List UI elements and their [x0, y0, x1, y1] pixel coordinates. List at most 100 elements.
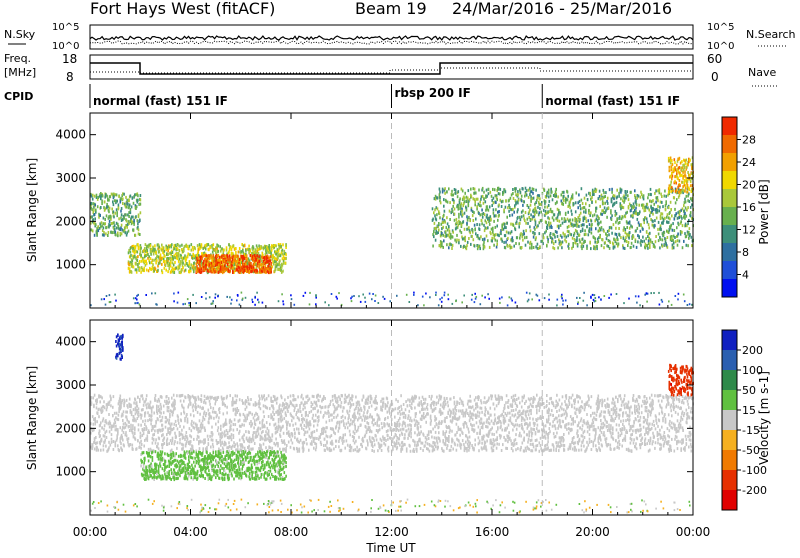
heatmap-cell	[139, 260, 141, 263]
heatmap-cell	[120, 210, 122, 213]
heatmap-cell	[99, 429, 101, 432]
heatmap-cell	[173, 293, 175, 295]
heatmap-cell	[669, 211, 671, 214]
heatmap-cell	[608, 229, 610, 232]
heatmap-cell	[103, 217, 105, 220]
heatmap-cell	[152, 266, 154, 269]
heatmap-cell	[93, 209, 95, 212]
heatmap-cell	[566, 240, 568, 243]
heatmap-cell	[196, 438, 198, 441]
heatmap-cell	[575, 201, 577, 204]
heatmap-cell	[638, 295, 640, 297]
heatmap-cell	[566, 236, 568, 239]
heatmap-cell	[515, 302, 517, 304]
heatmap-cell	[94, 417, 96, 420]
heatmap-cell	[572, 242, 574, 245]
heatmap-cell	[130, 443, 132, 446]
heatmap-cell	[305, 292, 307, 294]
heatmap-cell	[449, 218, 451, 221]
heatmap-cell	[510, 197, 512, 200]
heatmap-cell	[155, 394, 157, 397]
heatmap-cell	[575, 210, 577, 213]
heatmap-cell	[111, 433, 113, 436]
plot-title: Fort Hays West (fitACF)	[90, 0, 275, 18]
heatmap-cell	[239, 430, 241, 433]
heatmap-cell	[515, 190, 517, 193]
heatmap-cell	[263, 404, 265, 407]
heatmap-cell	[118, 207, 120, 210]
heatmap-cell	[233, 429, 235, 432]
heatmap-cell	[508, 231, 510, 234]
heatmap-cell	[579, 241, 581, 244]
heatmap-cell	[660, 217, 662, 220]
heatmap-cell	[635, 240, 637, 243]
heatmap-cell	[365, 301, 367, 303]
heatmap-cell	[182, 394, 184, 397]
heatmap-cell	[109, 294, 111, 296]
heatmap-cell	[673, 246, 675, 249]
heatmap-cell	[436, 213, 438, 216]
heatmap-cell	[534, 232, 536, 235]
heatmap-cell	[599, 190, 601, 193]
heatmap-cell	[239, 419, 241, 422]
heatmap-cell	[623, 206, 625, 209]
heatmap-cell	[633, 203, 635, 206]
heatmap-cell	[142, 397, 144, 400]
heatmap-cell	[520, 232, 522, 235]
heatmap-cell	[475, 298, 477, 300]
date-range: 24/Mar/2016 - 25/Mar/2016	[452, 0, 672, 18]
heatmap-cell	[101, 200, 103, 203]
heatmap-cell	[466, 222, 468, 225]
heatmap-cell	[211, 396, 213, 399]
heatmap-cell	[670, 181, 672, 184]
heatmap-cell	[187, 253, 189, 256]
heatmap-cell	[452, 210, 454, 213]
heatmap-cell	[472, 229, 474, 232]
heatmap-cell	[649, 246, 651, 249]
heatmap-cell	[230, 424, 232, 427]
heatmap-cell	[145, 403, 147, 406]
heatmap-cell	[108, 231, 110, 234]
heatmap-cell	[236, 395, 238, 398]
heatmap-cell	[258, 433, 260, 436]
heatmap-cell	[565, 299, 567, 301]
heatmap-cell	[216, 414, 218, 417]
heatmap-cell	[218, 416, 220, 419]
heatmap-cell	[225, 434, 227, 437]
heatmap-cell	[449, 201, 451, 204]
heatmap-cell	[657, 196, 659, 199]
heatmap-cell	[442, 226, 444, 229]
heatmap-cell	[568, 243, 570, 246]
heatmap-cell	[93, 396, 95, 399]
heatmap-cell	[496, 225, 498, 228]
heatmap-cell	[191, 420, 193, 423]
heatmap-cell	[235, 247, 237, 250]
heatmap-cell	[683, 294, 685, 296]
heatmap-cell	[188, 247, 190, 250]
heatmap-cell	[625, 236, 627, 239]
heatmap-cell	[130, 424, 132, 427]
heatmap-cell	[209, 403, 211, 406]
heatmap-cell	[257, 270, 259, 273]
heatmap-cell	[94, 420, 96, 423]
heatmap-cell	[177, 416, 179, 419]
heatmap-cell	[177, 257, 179, 260]
y-tick-label: 2000	[55, 214, 86, 228]
heatmap-cell	[121, 399, 123, 402]
heatmap-cell	[524, 236, 526, 239]
heatmap-cell	[571, 210, 573, 213]
heatmap-cell	[659, 189, 661, 192]
heatmap-cell	[172, 251, 174, 254]
heatmap-cell	[631, 242, 633, 245]
heatmap-cell	[679, 194, 681, 197]
heatmap-cell	[243, 434, 245, 437]
heatmap-cell	[429, 296, 431, 298]
heatmap-cell	[507, 304, 509, 306]
heatmap-cell	[505, 234, 507, 237]
heatmap-cell	[106, 226, 108, 229]
heatmap-cell	[223, 448, 225, 451]
heatmap-cell	[454, 208, 456, 211]
heatmap-cell	[104, 222, 106, 225]
heatmap-cell	[174, 247, 176, 250]
heatmap-cell	[623, 302, 625, 304]
